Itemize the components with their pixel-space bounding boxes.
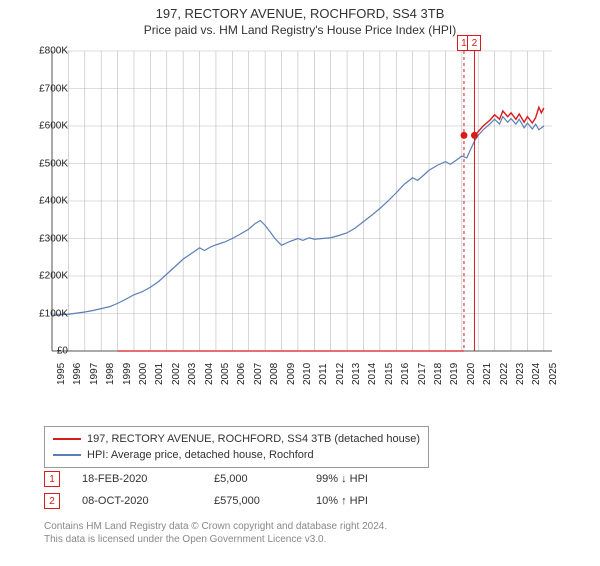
x-tick-label: 1995 bbox=[56, 363, 67, 385]
x-tick-label: 2000 bbox=[138, 363, 149, 385]
x-tick-label: 2018 bbox=[433, 363, 444, 385]
x-tick-label: 2009 bbox=[286, 363, 297, 385]
x-tick-label: 2005 bbox=[220, 363, 231, 385]
event-date: 18-FEB-2020 bbox=[82, 473, 192, 485]
x-tick-label: 2010 bbox=[302, 363, 313, 385]
event-date: 08-OCT-2020 bbox=[82, 495, 192, 507]
event-pct: 10% ↑ HPI bbox=[316, 495, 426, 507]
x-tick-label: 1997 bbox=[89, 363, 100, 385]
legend-swatch bbox=[53, 454, 81, 456]
page-subtitle: Price paid vs. HM Land Registry's House … bbox=[0, 23, 600, 37]
x-tick-label: 2019 bbox=[449, 363, 460, 385]
x-tick-label: 2004 bbox=[204, 363, 215, 385]
x-tick-label: 2007 bbox=[253, 363, 264, 385]
chart-marker-badge-2: 2 bbox=[467, 35, 481, 51]
x-tick-label: 2022 bbox=[499, 363, 510, 385]
x-tick-label: 2015 bbox=[384, 363, 395, 385]
x-tick-label: 2020 bbox=[466, 363, 477, 385]
event-row: 1 18-FEB-2020 £5,000 99% ↓ HPI bbox=[44, 468, 426, 490]
x-tick-label: 2013 bbox=[351, 363, 362, 385]
y-tick-label: £600K bbox=[39, 121, 68, 132]
chart-area: 12£0£100K£200K£300K£400K£500K£600K£700K£… bbox=[34, 41, 594, 391]
x-tick-label: 2011 bbox=[318, 363, 329, 385]
x-tick-label: 2025 bbox=[548, 363, 559, 385]
y-tick-label: £100K bbox=[39, 308, 68, 319]
footer-line-2: This data is licensed under the Open Gov… bbox=[44, 533, 387, 546]
y-tick-label: £200K bbox=[39, 271, 68, 282]
y-tick-label: £500K bbox=[39, 158, 68, 169]
legend-swatch bbox=[53, 438, 81, 440]
legend-label: 197, RECTORY AVENUE, ROCHFORD, SS4 3TB (… bbox=[87, 433, 420, 445]
event-badge: 1 bbox=[44, 471, 60, 487]
event-table: 1 18-FEB-2020 £5,000 99% ↓ HPI 2 08-OCT-2020 £… bbox=[44, 468, 426, 512]
x-tick-label: 2024 bbox=[531, 363, 542, 385]
page-title: 197, RECTORY AVENUE, ROCHFORD, SS4 3TB bbox=[0, 6, 600, 21]
x-tick-label: 2001 bbox=[154, 363, 165, 385]
event-badge: 2 bbox=[44, 493, 60, 509]
x-tick-label: 1996 bbox=[72, 363, 83, 385]
y-tick-label: £300K bbox=[39, 233, 68, 244]
x-tick-label: 2002 bbox=[171, 363, 182, 385]
event-price: £5,000 bbox=[214, 473, 294, 485]
x-tick-label: 1999 bbox=[122, 363, 133, 385]
x-tick-label: 2006 bbox=[236, 363, 247, 385]
footer-attribution: Contains HM Land Registry data © Crown c… bbox=[44, 520, 387, 546]
y-tick-label: £800K bbox=[39, 46, 68, 57]
x-tick-label: 1998 bbox=[105, 363, 116, 385]
x-tick-label: 2016 bbox=[400, 363, 411, 385]
y-tick-label: £0 bbox=[57, 346, 68, 357]
y-tick-label: £400K bbox=[39, 196, 68, 207]
legend: 197, RECTORY AVENUE, ROCHFORD, SS4 3TB (… bbox=[44, 426, 429, 468]
footer-line-1: Contains HM Land Registry data © Crown c… bbox=[44, 520, 387, 533]
legend-item: 197, RECTORY AVENUE, ROCHFORD, SS4 3TB (… bbox=[53, 431, 420, 447]
x-tick-label: 2008 bbox=[269, 363, 280, 385]
legend-label: HPI: Average price, detached house, Roch… bbox=[87, 449, 314, 461]
event-row: 2 08-OCT-2020 £575,000 10% ↑ HPI bbox=[44, 490, 426, 512]
x-tick-label: 2003 bbox=[187, 363, 198, 385]
x-tick-label: 2023 bbox=[515, 363, 526, 385]
x-tick-label: 2021 bbox=[482, 363, 493, 385]
y-tick-label: £700K bbox=[39, 83, 68, 94]
legend-item: HPI: Average price, detached house, Roch… bbox=[53, 447, 420, 463]
x-tick-label: 2014 bbox=[367, 363, 378, 385]
x-tick-label: 2017 bbox=[417, 363, 428, 385]
x-tick-label: 2012 bbox=[335, 363, 346, 385]
event-price: £575,000 bbox=[214, 495, 294, 507]
event-pct: 99% ↓ HPI bbox=[316, 473, 426, 485]
